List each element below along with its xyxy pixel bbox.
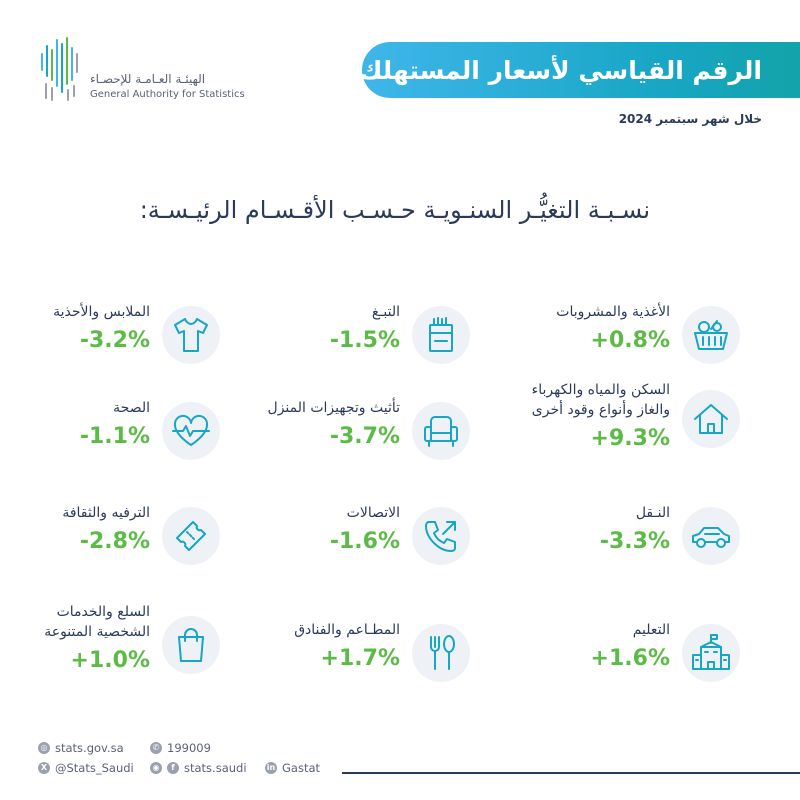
category-value: -1.6% [329,529,400,554]
heart-pulse-icon [162,402,220,460]
period-label: خلال شهر سبتمبر 2024 [618,112,762,126]
category-label: الأغذية والمشروبات [556,304,670,320]
gastat-logo [38,36,238,106]
school-icon [682,624,740,682]
linkedin-icon: in [265,762,277,774]
category-tobacco: التبـغ -1.5% [240,302,470,372]
category-value: -2.8% [79,529,150,554]
category-label: التعليم [632,622,670,638]
category-value: +1.7% [320,646,400,671]
category-value: +9.3% [590,426,670,451]
category-food: الأغذية والمشروبات +0.8% [510,302,740,372]
armchair-icon [412,402,470,460]
social-text: stats.saudi [184,761,247,775]
category-label: الترفيه والثقافة [62,505,150,521]
fork-spoon-icon [412,624,470,682]
category-label: التبـغ [371,304,400,320]
category-recreation: الترفيه والثقافة -2.8% [0,503,220,573]
category-label-line1: السكن والمياه والكهرباء [531,382,670,398]
logo-name-arabic: الهيئـة العـامـة للإحصـاء [90,72,206,86]
category-label-line2: والغاز وأنواع وقود أخرى [531,402,670,418]
phone-icon [412,507,470,565]
category-label: الاتصالات [346,505,400,521]
tshirt-icon [162,306,220,364]
car-icon [682,507,740,565]
house-icon [682,390,740,448]
category-label: الملابس والأحذية [53,304,150,320]
x-handle-text: @Stats_Saudi [55,761,134,775]
instagram-icon: ◉ [150,762,162,774]
tickets-icon [162,507,220,565]
footer-x[interactable]: X @Stats_Saudi [38,761,134,775]
category-label: الصحة [113,400,150,416]
category-value: -1.5% [329,328,400,353]
category-value: -3.2% [79,328,150,353]
category-value: -1.1% [79,424,150,449]
title-banner: الرقم القياسي لأسعار المستهلك [359,42,800,98]
shopping-bag-icon [162,616,220,674]
category-value: +0.8% [590,328,670,353]
category-label: السلع والخدمات الشخصية المتنوعة [44,602,150,642]
category-education: التعليم +1.6% [510,620,740,690]
globe-icon: ◎ [38,742,50,754]
page-title: الرقم القياسي لأسعار المستهلك [359,55,762,85]
food-basket-icon [682,306,740,364]
category-communications: الاتصالات -1.6% [240,503,470,573]
facebook-icon: f [167,762,179,774]
category-furnishing: تأثيث وتجهيزات المنزل -3.7% [240,398,470,468]
category-health: الصحة -1.1% [0,398,220,468]
footer-divider [342,772,800,774]
category-transport: النـقل -3.3% [510,503,740,573]
footer-phone[interactable]: ✆ 199009 [150,741,211,755]
gastat-logo-mark [41,37,78,101]
category-label: السكن والمياه والكهرباء والغاز وأنواع وق… [532,380,670,420]
section-subtitle: نسـبـة التغيُّـر السنـويـة حـسـب الأقـسـ… [139,196,650,224]
phone-text: 199009 [167,741,211,755]
phone-small-icon: ✆ [150,742,162,754]
category-clothing: الملابس والأحذية -3.2% [0,302,220,372]
x-icon: X [38,762,50,774]
category-label-line1: السلع والخدمات [56,604,150,620]
category-label: المطـاعم والفنادق [294,622,400,638]
category-value: +1.0% [70,648,150,673]
cigarettes-icon [412,306,470,364]
linkedin-text: Gastat [282,761,321,775]
category-label: النـقل [635,505,670,521]
category-restaurants: المطـاعم والفنادق +1.7% [240,620,470,690]
category-value: -3.3% [599,529,670,554]
category-value: +1.6% [590,646,670,671]
footer-social[interactable]: ◉ f stats.saudi [150,761,247,775]
website-text: stats.gov.sa [55,741,124,755]
category-housing: السكن والمياه والكهرباء والغاز وأنواع وق… [510,380,740,451]
logo-name-english: General Authority for Statistics [90,89,245,100]
category-misc-goods: السلع والخدمات الشخصية المتنوعة +1.0% [0,602,220,674]
category-label-line2: الشخصية المتنوعة [44,624,150,640]
category-label: تأثيث وتجهيزات المنزل [267,400,400,416]
category-value: -3.7% [329,424,400,449]
footer-website[interactable]: ◎ stats.gov.sa [38,741,124,755]
footer-linkedin[interactable]: in Gastat [265,761,320,775]
